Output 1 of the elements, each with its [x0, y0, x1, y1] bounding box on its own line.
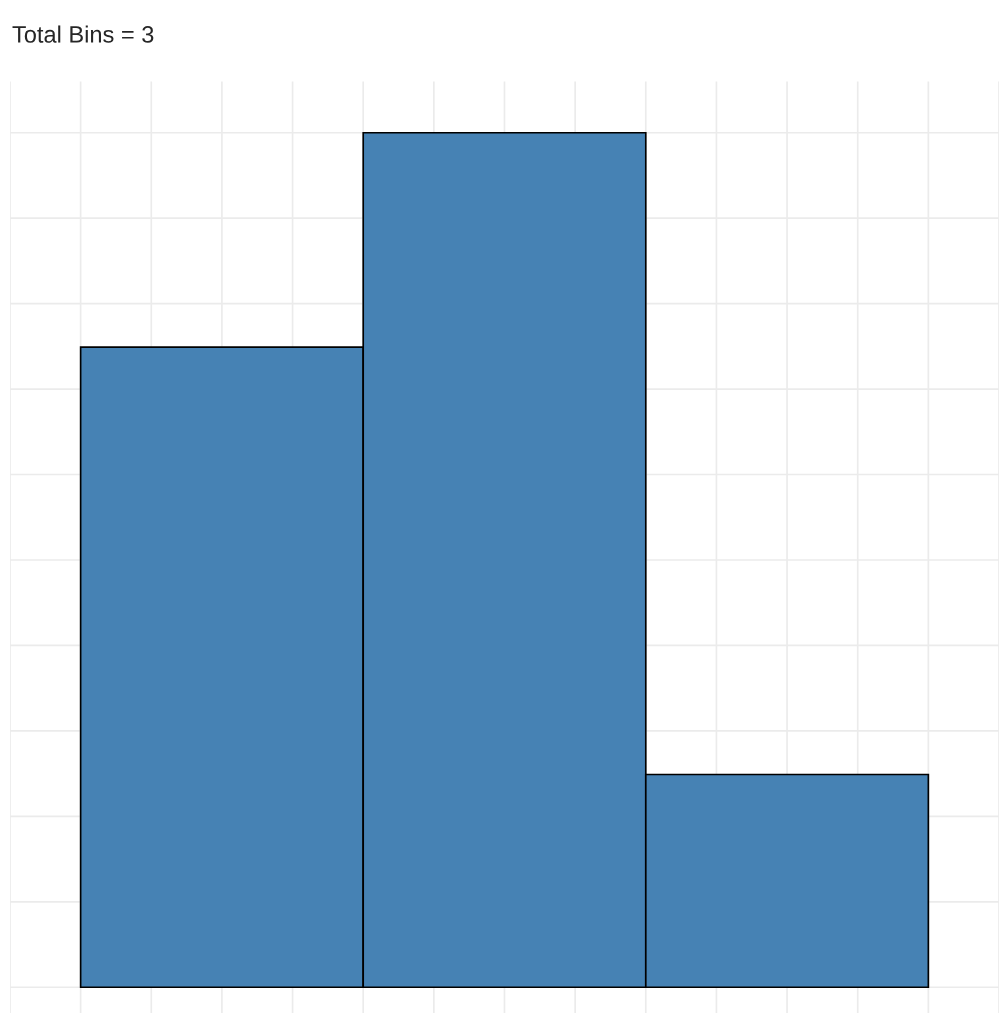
chart-title: Total Bins = 3: [12, 25, 154, 43]
